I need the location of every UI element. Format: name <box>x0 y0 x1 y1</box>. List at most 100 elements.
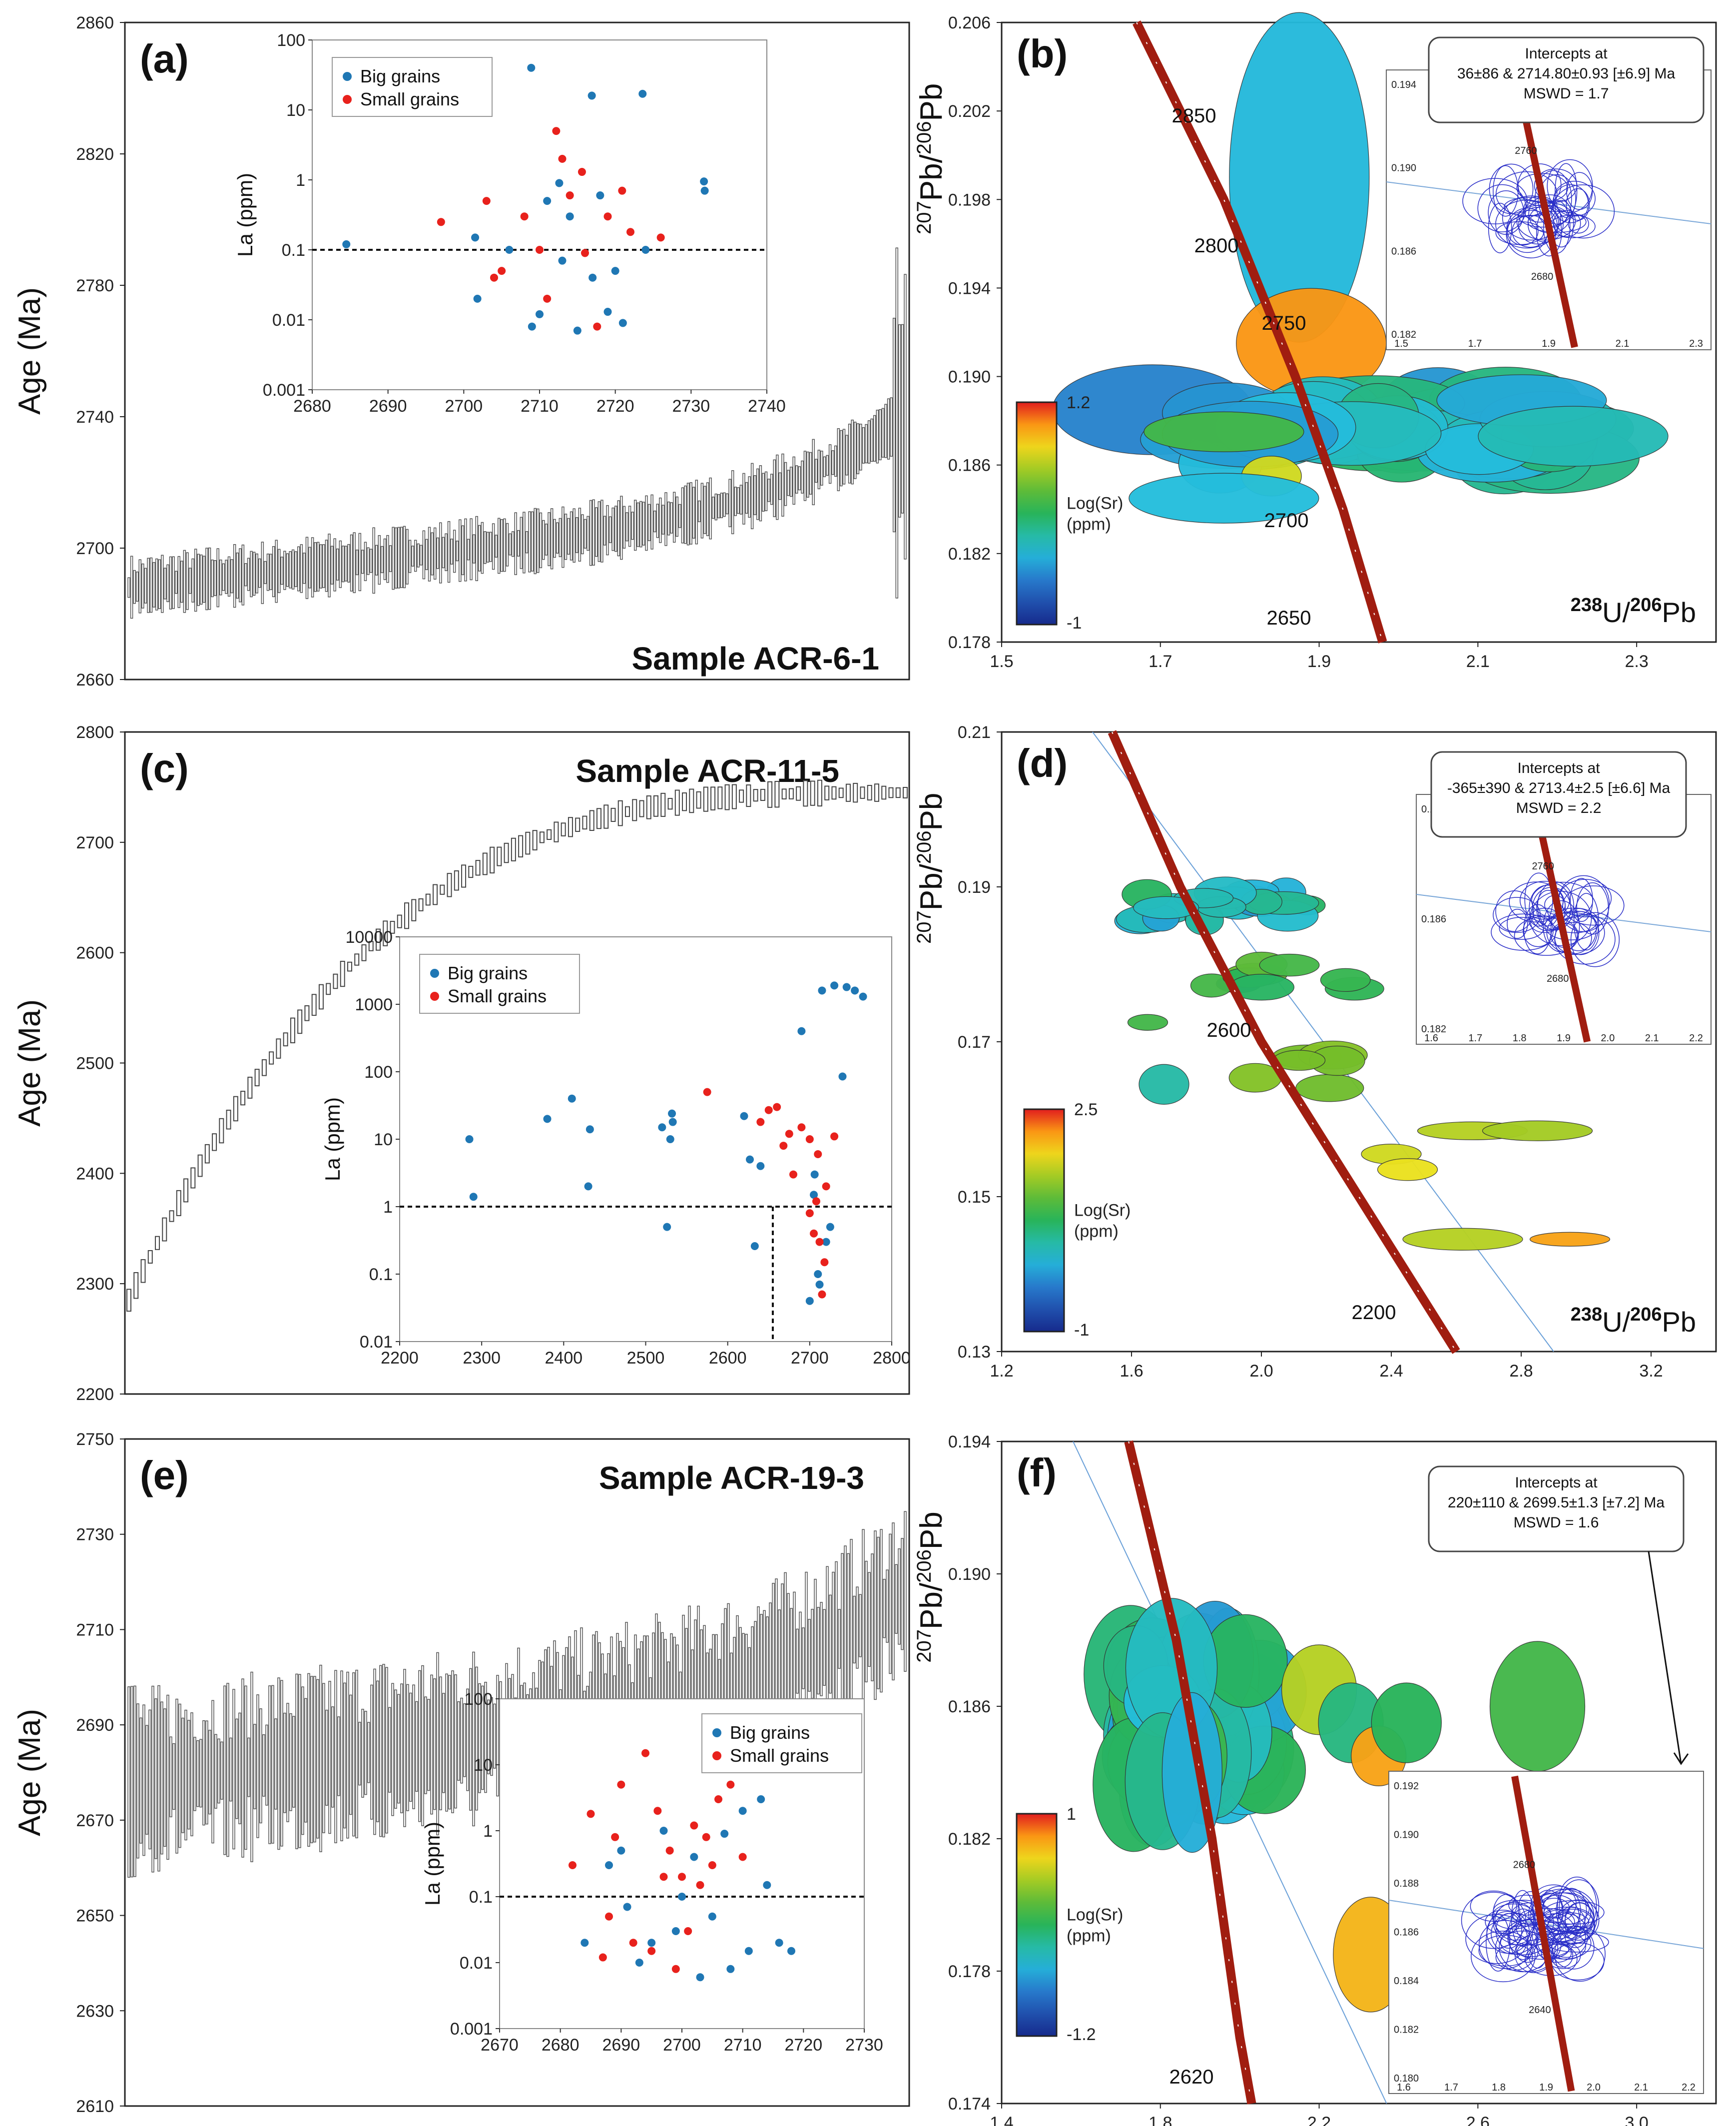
age-error-bar <box>859 424 862 471</box>
age-error-bar <box>247 1737 250 1797</box>
inset-x-tick-label: 2.1 <box>1616 338 1630 349</box>
age-error-bar <box>883 1578 886 1638</box>
age-error-bar <box>247 558 250 591</box>
inset-x-tick-label: 2.1 <box>1634 2082 1648 2093</box>
age-error-bar <box>278 549 281 593</box>
big-grain-point <box>763 1881 771 1889</box>
y-tick-label: 2740 <box>76 408 114 427</box>
age-error-bar <box>227 556 231 597</box>
inset-discordia <box>1386 181 1712 224</box>
age-error-box <box>881 785 887 800</box>
big-grain-point <box>580 1939 589 1947</box>
age-error-bar <box>217 1738 220 1804</box>
age-error-bar <box>403 526 406 589</box>
age-error-bar <box>787 470 790 496</box>
big-grain-point <box>757 1795 765 1804</box>
intercept-box <box>1428 36 1705 123</box>
big-grain-point <box>668 1118 677 1126</box>
age-error-box <box>767 781 773 808</box>
inset-concordia <box>1531 798 1591 1043</box>
big-grain-point <box>618 319 627 327</box>
big-grain-point <box>638 89 647 98</box>
age-error-box <box>318 984 324 1010</box>
age-error-bar <box>442 1693 445 1793</box>
big-grain-point <box>678 1893 686 1901</box>
age-error-bar <box>420 545 423 566</box>
big-grain-point <box>822 1238 830 1246</box>
big-grain-point <box>663 1223 671 1231</box>
age-error-bar <box>436 537 440 569</box>
age-error-bar <box>845 435 848 476</box>
age-error-bar <box>381 546 384 574</box>
age-error-bar <box>358 533 362 592</box>
age-error-bar <box>337 1716 340 1796</box>
age-error-bar <box>636 502 640 547</box>
y-tick-label: 2200 <box>76 1385 114 1404</box>
age-error-bar <box>689 482 692 545</box>
age-error-bar <box>169 556 172 610</box>
concordia-age-label: 2200 <box>1352 1302 1396 1324</box>
age-error-bar <box>238 1712 241 1824</box>
small-grain-point <box>815 1238 824 1246</box>
age-error-box <box>774 780 780 808</box>
small-grain-point <box>536 246 544 254</box>
age-error-box <box>169 1210 174 1222</box>
inset-curve-label: 2680 <box>1531 271 1554 282</box>
age-error-bar <box>709 477 712 540</box>
age-error-box <box>568 817 573 837</box>
small-grain-point <box>805 1135 814 1143</box>
inset-ellipse <box>1535 170 1572 228</box>
age-error-bar <box>258 558 261 588</box>
age-error-bar <box>472 534 476 564</box>
inset-ellipse <box>1557 1876 1597 1934</box>
big-grain-point <box>505 246 514 254</box>
panel-label: (b) <box>1017 31 1068 76</box>
small-grain-point <box>586 1810 595 1818</box>
age-error-box <box>696 791 701 809</box>
small-grain-point <box>578 168 586 176</box>
inset-ellipse <box>1553 180 1596 217</box>
age-error-box <box>845 783 851 802</box>
small-grain-point <box>814 1150 822 1158</box>
age-error-bar <box>163 568 167 600</box>
age-error-bar <box>606 505 609 556</box>
small-grain-point <box>605 1912 613 1921</box>
age-error-box <box>297 1009 303 1034</box>
big-grain-point <box>605 1861 613 1870</box>
big-grain-point <box>527 63 536 72</box>
age-error-bar <box>264 561 267 584</box>
age-error-bar <box>801 460 804 494</box>
age-error-bar <box>373 1668 376 1835</box>
age-error-bar <box>408 540 412 573</box>
age-error-bar <box>620 496 623 560</box>
big-grain-point <box>596 191 604 200</box>
age-error-bar <box>142 1704 145 1856</box>
age-error-bar <box>525 531 529 554</box>
age-error-box <box>261 1059 267 1076</box>
y-tick-label: 0.186 <box>948 456 991 475</box>
age-error-bar <box>334 1670 337 1844</box>
age-error-bar <box>161 555 164 613</box>
age-error-bar <box>457 1701 460 1781</box>
age-error-box <box>162 1217 167 1242</box>
small-grain-point <box>611 1833 619 1841</box>
age-error-bar <box>271 1685 274 1844</box>
age-error-bar <box>352 1672 355 1837</box>
legend-label-big: Big grains <box>448 963 528 983</box>
y-tick-label: 0.206 <box>948 13 991 32</box>
age-error-box <box>511 837 516 861</box>
x-tick-label: 2.1 <box>1466 652 1490 671</box>
age-error-bar <box>889 1533 892 1674</box>
legend-box <box>701 1713 862 1773</box>
analysis-ellipse <box>1127 1014 1168 1031</box>
age-error-bar <box>826 455 829 476</box>
big-grain-point <box>797 1027 806 1035</box>
age-error-bar <box>614 506 617 552</box>
age-error-box <box>482 852 488 875</box>
big-grain-point <box>647 1939 656 1947</box>
inset-ellipse <box>1518 207 1558 245</box>
inset-ellipse <box>1559 1879 1600 1934</box>
small-grain-point <box>810 1229 818 1238</box>
concordia-age-label: 2620 <box>1169 2066 1214 2088</box>
inset-y-tick-label: 0.186 <box>1421 914 1446 925</box>
